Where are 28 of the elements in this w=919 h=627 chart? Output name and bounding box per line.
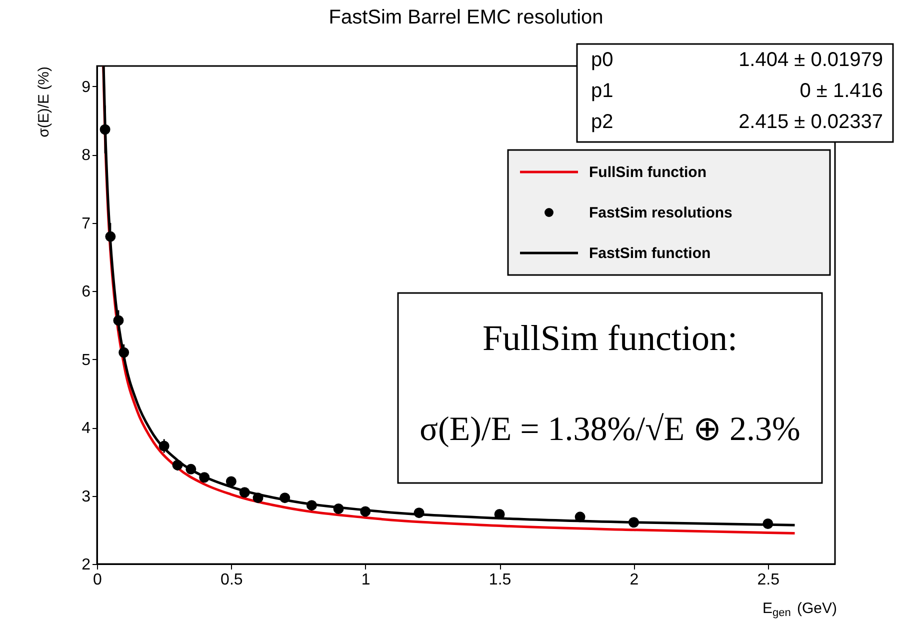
x-tick-label: 2.5 <box>757 572 780 588</box>
x-tick-label: 1 <box>361 572 370 588</box>
legend-label: FastSim resolutions <box>589 204 732 222</box>
x-tick-label: 0 <box>93 572 102 588</box>
y-tick-label: 4 <box>82 420 91 438</box>
legend-label: FullSim function <box>589 164 706 181</box>
x-tick-label: 0.5 <box>220 572 243 588</box>
y-axis-title: σ(E)/E (%) <box>36 66 53 138</box>
annotation: p1 <box>591 80 614 102</box>
y-tick-label: 7 <box>82 215 91 232</box>
x-tick-label: 2 <box>630 572 639 588</box>
annotation: 1.404 ± 0.01979 <box>738 49 883 71</box>
annotation: 2.415 ± 0.02337 <box>738 111 883 133</box>
annotation: FullSim function: <box>482 318 738 358</box>
annotation: p0 <box>591 49 614 71</box>
y-tick-label: 6 <box>82 284 91 301</box>
annotation: p2 <box>591 111 614 133</box>
y-tick-label: 3 <box>82 488 91 506</box>
point <box>226 476 236 487</box>
x-tick-label: 1.5 <box>488 572 512 588</box>
y-tick-label: 9 <box>82 78 91 96</box>
chart-title: FastSim Barrel EMC resolution <box>328 6 604 28</box>
y-tick-label: 5 <box>82 352 91 369</box>
annotation: σ(E)/E = 1.38%/√E ⊕ 2.3% <box>420 411 800 448</box>
y-tick-label: 8 <box>82 147 91 164</box>
y-tick-label: 2 <box>82 556 91 574</box>
annotation: 0 ± 1.416 <box>800 80 883 102</box>
legend-label: FastSim function <box>589 245 711 262</box>
